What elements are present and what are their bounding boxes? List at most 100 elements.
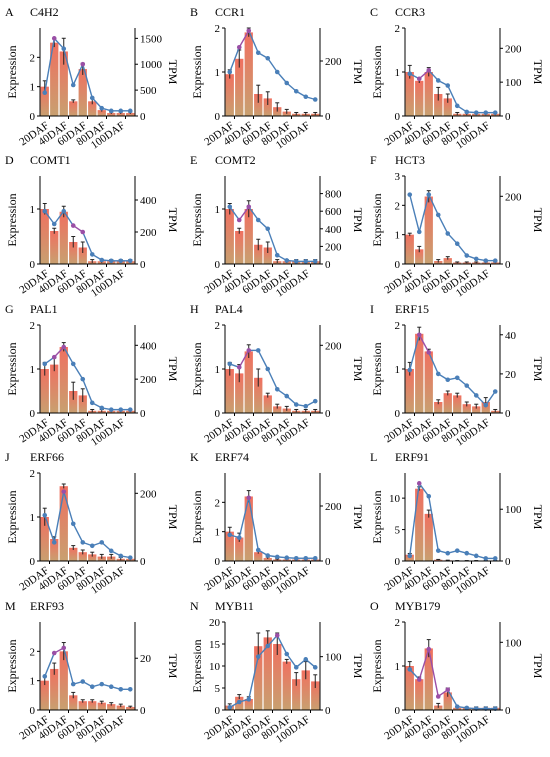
tpm-point [255,348,261,353]
tpm-line-segment [63,346,74,365]
y-tick-label: 10 [209,661,221,673]
tpm-point [70,681,76,687]
tpm-point [246,204,252,210]
expression-bar [50,364,59,413]
expression-bar [434,559,443,561]
y2-tick-label: 0 [325,705,331,717]
expression-bar [263,395,272,413]
panel-letter: G [5,302,14,316]
tpm-point [416,677,422,682]
tpm-line-segment [82,231,93,255]
tpm-line-segment [409,483,420,556]
tpm-point [89,95,95,101]
y2-tick-label: 0 [140,408,146,420]
expression-bar [424,513,433,561]
tpm-line-segment [63,48,74,86]
y-axis-title: Expression [370,490,384,543]
tpm-point [255,217,261,223]
y2-tick-label: 200 [325,501,342,513]
expression-bar [40,209,49,264]
expression-bar [69,547,78,561]
y-tick-label: 1 [395,230,401,242]
tpm-point [426,192,432,197]
y2-axis-title: TPM [351,60,365,85]
tpm-point [99,540,105,545]
y-tick-label: 1 [30,204,36,216]
tpm-point [303,403,309,409]
tpm-point [426,350,432,355]
tpm-point [464,383,470,388]
expression-bar [424,648,433,710]
y-tick-label: 0 [395,259,401,271]
y2-tick-label: 20 [505,369,517,381]
y-tick-label: 2 [215,23,221,35]
tpm-point [70,82,76,88]
y2-axis-title: TPM [531,357,545,382]
chart-panel-c: C CCR3012010020020DAF40DAF60DAF80DAF100DA… [370,5,545,152]
expression-bar [97,702,106,710]
tpm-point [236,535,242,540]
y-axis-title: Expression [5,639,19,692]
y2-tick-label: 1000 [140,59,163,71]
y-tick-label: 0 [395,556,401,568]
tpm-point [80,679,86,684]
gene-title: MYB11 [215,599,254,613]
tpm-point [99,105,105,111]
tpm-point [246,28,252,34]
tpm-line-segment [44,515,55,543]
chart-panel-i: I ERF150120204020DAF40DAF60DAF80DAF100DAF… [370,302,545,449]
tpm-point [483,556,489,561]
y2-tick-label: 0 [505,705,511,717]
tpm-point [255,654,261,659]
tpm-point [108,108,114,114]
tpm-point [89,252,95,257]
expression-bar [462,262,471,264]
expression-bar [59,347,68,413]
tpm-line-segment [267,57,278,73]
expression-bar [462,404,471,413]
tpm-point [255,547,261,553]
tpm-line-segment [91,97,103,109]
tpm-point [426,646,432,652]
tpm-point [284,80,290,86]
expression-bar [40,517,49,561]
tpm-point [454,241,460,246]
gene-title: CCR3 [395,5,425,19]
tpm-line-segment [63,491,74,524]
y-tick-label: 2 [30,468,36,480]
tpm-point [89,543,95,549]
tpm-point [492,556,498,561]
y2-axis-title: TPM [166,505,180,530]
tpm-point [118,686,124,692]
y-tick-label: 1 [30,512,36,524]
y-tick-label: 20 [209,617,221,629]
chart-panel-a: A C4H201205001000150020DAF40DAF60DAF80DAF… [5,5,180,152]
gene-title: C4H2 [30,5,59,19]
tpm-point [435,694,441,699]
tpm-point [51,540,57,545]
expression-bar [59,486,68,561]
expression-bar [434,94,443,116]
expression-bar [443,258,452,264]
chart-panel-d: D COMT101020040020DAF40DAF60DAF80DAF100DA… [5,153,180,300]
tpm-point [70,361,76,367]
expression-bar [434,402,443,413]
gene-title: ERF93 [30,599,64,613]
tpm-point [464,109,470,115]
tpm-point [99,681,105,687]
tpm-line-segment [238,497,250,538]
y2-tick-label: 200 [325,241,342,253]
expression-bar [69,695,78,710]
tpm-point [89,684,95,690]
tpm-point [445,550,451,556]
tpm-point [127,258,133,264]
tpm-point [407,667,413,672]
expression-bar [254,244,263,264]
tpm-point [312,259,318,264]
tpm-line-segment [447,233,458,245]
y-axis-title: Expression [5,342,19,395]
expression-bar [292,679,301,710]
expression-bar [273,406,282,413]
tpm-line-segment [267,368,278,390]
tpm-point [284,555,290,560]
